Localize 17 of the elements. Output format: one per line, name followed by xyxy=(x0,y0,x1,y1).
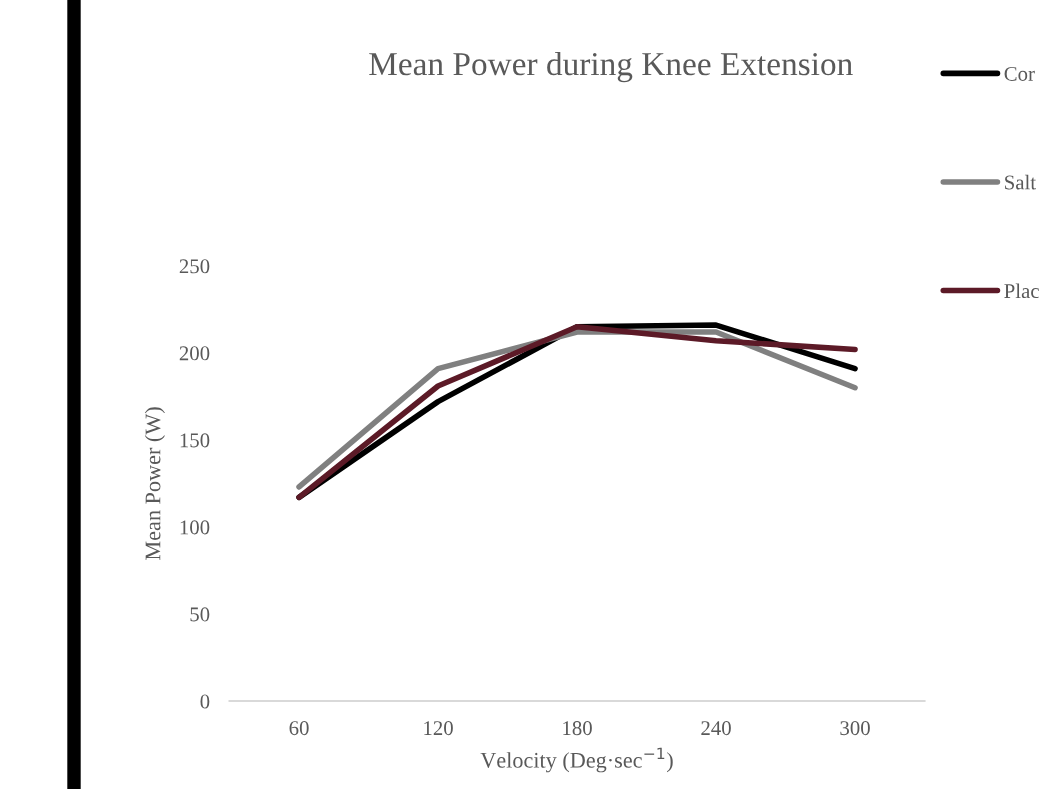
legend-label: Cor xyxy=(1004,66,1035,81)
x-tick-label: 180 xyxy=(563,721,592,736)
y-tick-label: 250 xyxy=(179,259,210,274)
x-tick-label: 60 xyxy=(289,721,309,736)
x-tick-label: 120 xyxy=(424,721,453,736)
y-tick-label: 200 xyxy=(179,346,210,361)
legend-label: Salt xyxy=(1005,174,1036,190)
y-tick-label: 50 xyxy=(190,607,210,622)
legend-label: Plac xyxy=(1004,283,1039,299)
x-tick-label: 300 xyxy=(840,721,870,736)
y-tick-label: 100 xyxy=(180,520,210,535)
x-tick-label: 240 xyxy=(701,721,731,736)
x-axis-title: Velocity (Deg·sec$^{−1}$) xyxy=(480,747,673,773)
y-tick-label: 0 xyxy=(200,694,210,709)
y-tick-label: 150 xyxy=(180,433,210,448)
chart-title: Mean Power during Knee Extension xyxy=(369,51,853,83)
y-axis-title: Mean Power (W) xyxy=(144,407,165,560)
